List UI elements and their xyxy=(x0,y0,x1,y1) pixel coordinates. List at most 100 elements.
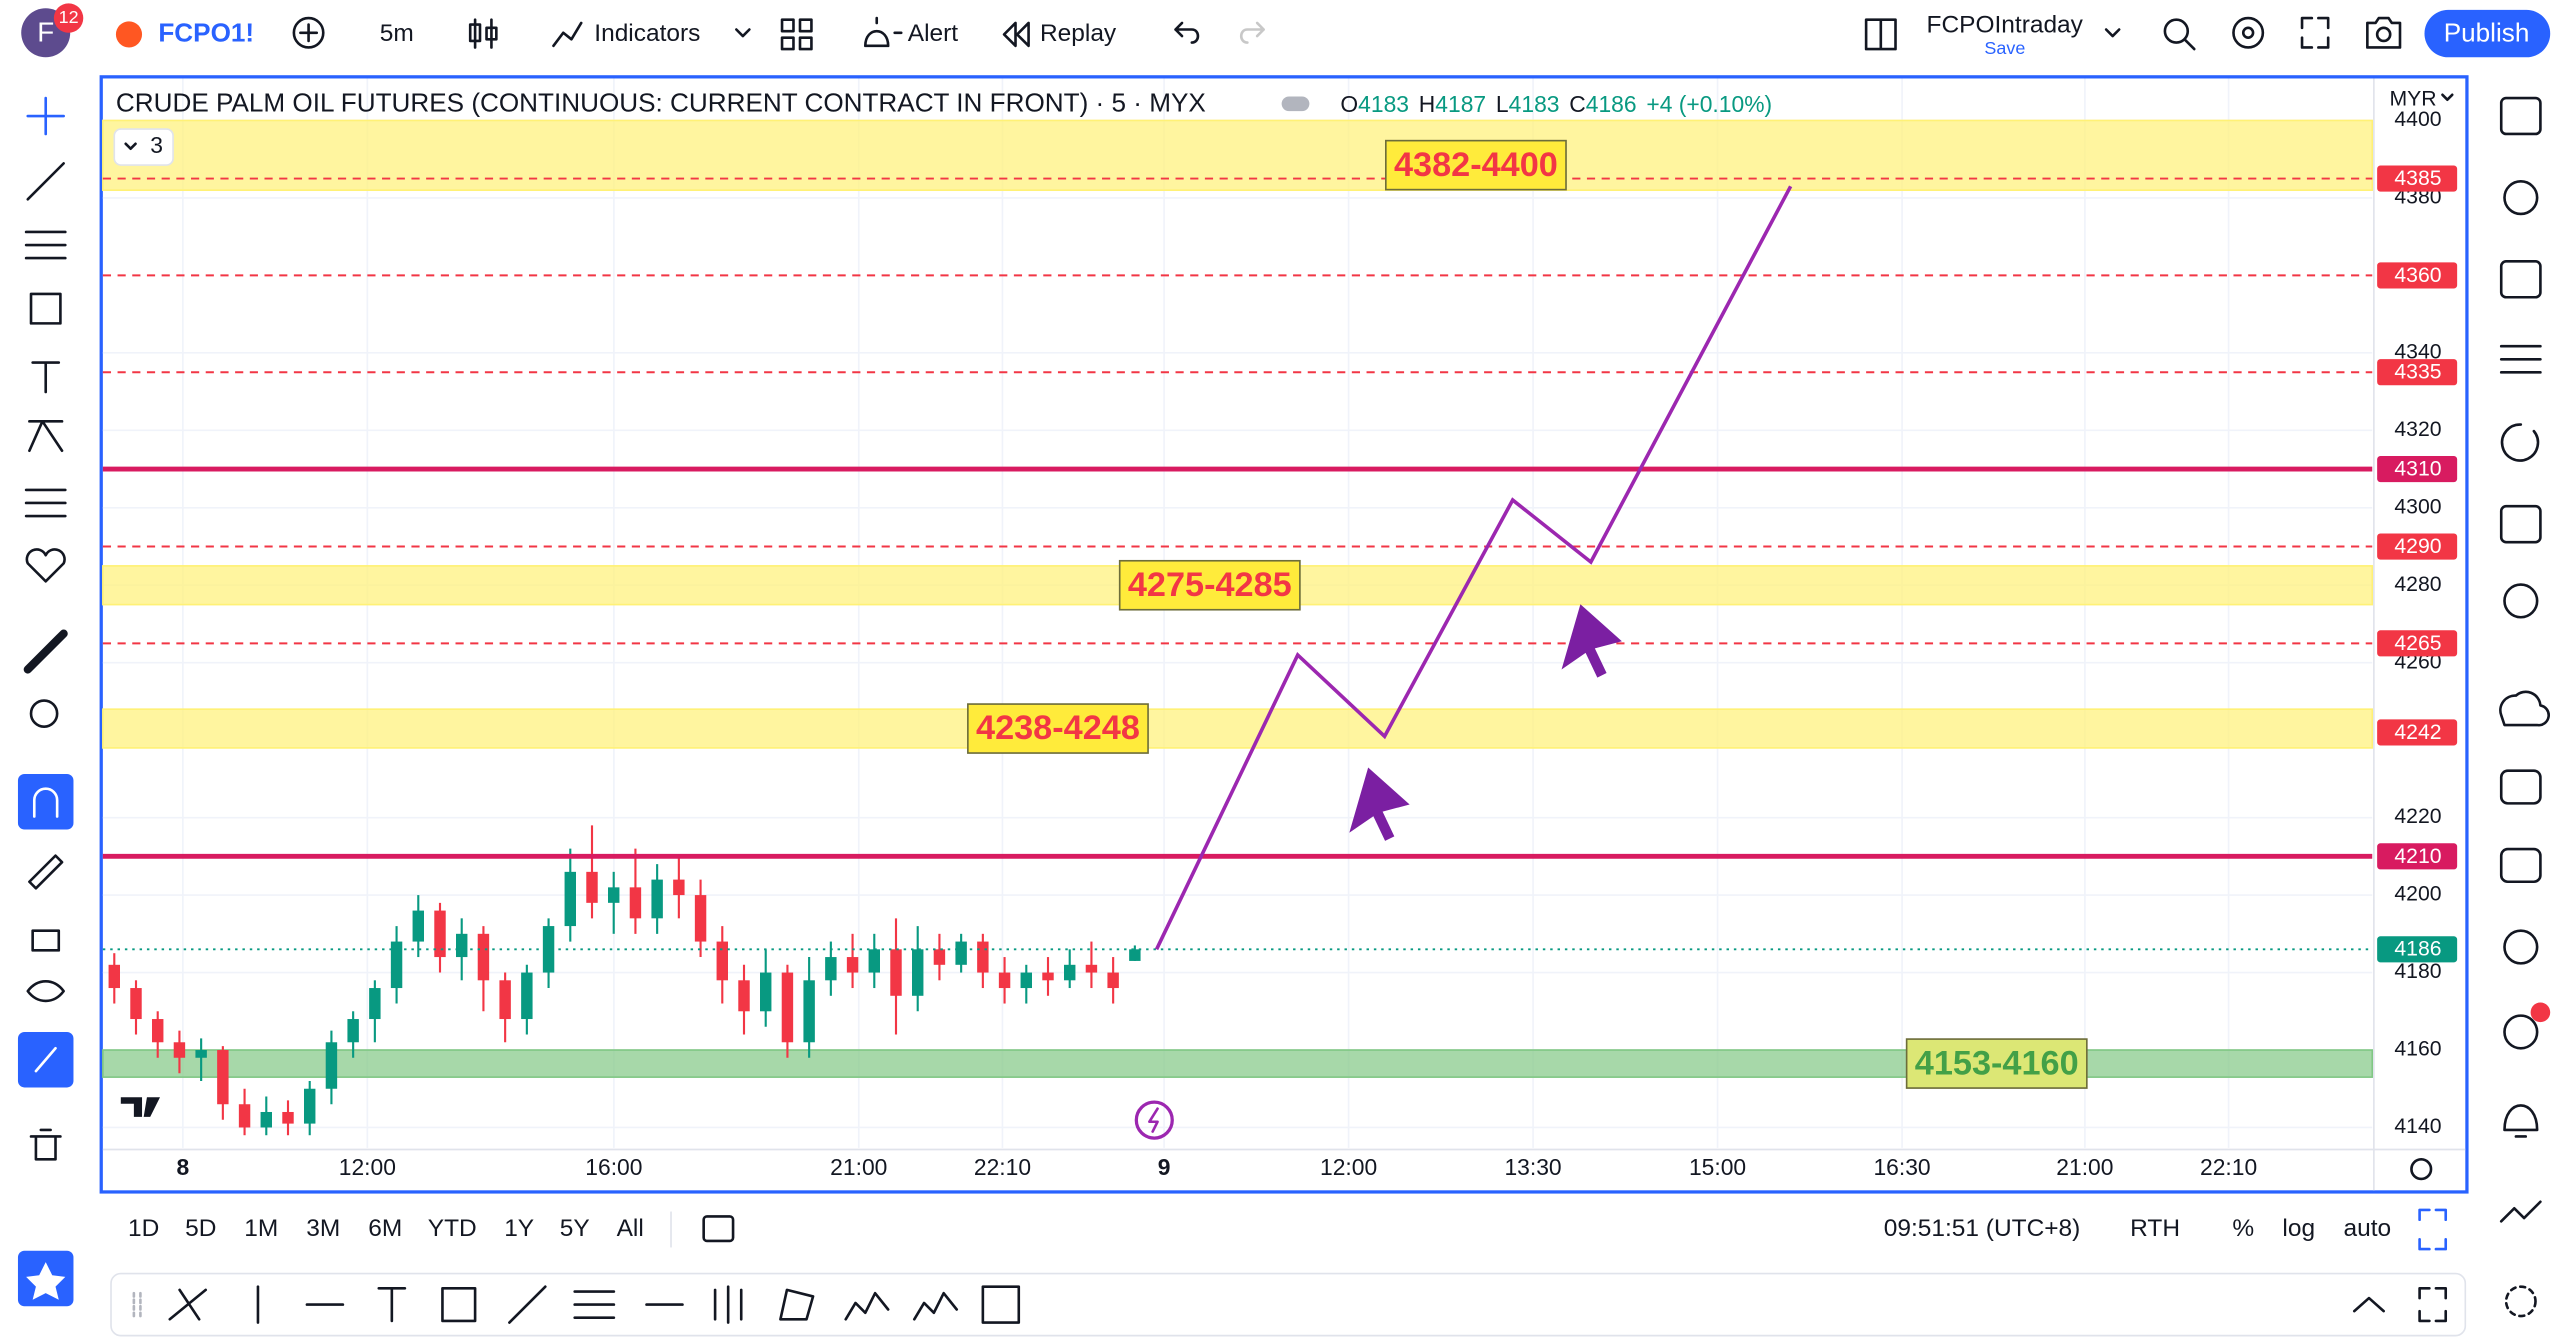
top-bar: F 12 FCPO1! 5m Indicators Alert Replay F… xyxy=(21,3,2551,58)
range-button[interactable]: 1Y xyxy=(504,1215,534,1242)
badge xyxy=(53,3,84,33)
tool-rect[interactable] xyxy=(441,1286,477,1323)
collapse-toolbar[interactable] xyxy=(2352,1296,2385,1313)
toolbar-fullscreen[interactable] xyxy=(2418,1286,2448,1323)
shapes[interactable] xyxy=(29,292,62,325)
layout-icon[interactable] xyxy=(1864,18,1897,51)
range-button[interactable]: 5D xyxy=(185,1215,216,1242)
trash[interactable] xyxy=(29,1128,62,1161)
text-tool[interactable] xyxy=(31,361,61,394)
zoom[interactable] xyxy=(29,699,59,728)
session[interactable]: RTH xyxy=(2130,1215,2180,1242)
news[interactable] xyxy=(2499,260,2542,299)
zone-label: 4382-4400 xyxy=(1394,146,1558,184)
legend-toggle[interactable] xyxy=(1281,96,1310,112)
tool-text[interactable] xyxy=(377,1286,407,1323)
symbol[interactable]: FCPO1! xyxy=(158,17,254,47)
tool-fib[interactable] xyxy=(573,1290,616,1319)
go-to-date[interactable] xyxy=(702,1215,735,1243)
fullscreen[interactable] xyxy=(2300,16,2330,49)
layout-name[interactable]: FCPOIntraday xyxy=(1927,12,2084,39)
stay-drawing[interactable] xyxy=(28,854,64,890)
watchlist[interactable] xyxy=(2499,96,2542,136)
publish-button[interactable] xyxy=(2424,9,2551,58)
lock[interactable] xyxy=(31,929,61,952)
candle-body xyxy=(369,988,381,1020)
trading-panel[interactable] xyxy=(2499,1200,2542,1223)
range-button[interactable]: 3M xyxy=(306,1215,340,1242)
range-button[interactable]: All xyxy=(617,1215,644,1242)
drag-handle[interactable] xyxy=(132,1291,142,1318)
object-tree[interactable] xyxy=(2499,344,2542,374)
percent-scale[interactable]: % xyxy=(2232,1215,2254,1242)
tool-cross[interactable] xyxy=(168,1288,208,1321)
tool-elliott[interactable] xyxy=(912,1291,959,1321)
snapshot[interactable] xyxy=(2366,16,2402,49)
dom[interactable] xyxy=(2504,1285,2537,1318)
save[interactable]: Save xyxy=(1984,38,2025,58)
search[interactable] xyxy=(2163,18,2190,44)
chevron[interactable] xyxy=(735,28,751,38)
alert[interactable]: Alert xyxy=(908,20,959,47)
chart-frame xyxy=(99,75,2469,1194)
chats[interactable] xyxy=(2499,769,2542,805)
calendar[interactable] xyxy=(2499,504,2542,544)
patterns[interactable] xyxy=(28,420,64,453)
range-button[interactable]: 1D xyxy=(128,1215,159,1242)
currency[interactable]: MYR xyxy=(2389,87,2436,110)
add-symbol[interactable] xyxy=(292,16,325,49)
alerts[interactable] xyxy=(2503,180,2539,216)
indicator-collapse[interactable] xyxy=(113,128,174,166)
templates[interactable] xyxy=(780,18,813,51)
indicators-icon xyxy=(552,21,583,48)
tool-polygon[interactable] xyxy=(779,1288,815,1321)
tech-ideas[interactable] xyxy=(2503,929,2539,965)
range-button[interactable]: 6M xyxy=(368,1215,402,1242)
range-button[interactable]: 1M xyxy=(244,1215,278,1242)
indicators[interactable]: Indicators xyxy=(594,20,700,47)
tool-abc[interactable] xyxy=(844,1291,890,1321)
hide[interactable] xyxy=(26,980,65,1003)
candle-body xyxy=(1129,949,1141,961)
y-tick-label: 4400 xyxy=(2394,108,2441,131)
level-label-bg xyxy=(2377,262,2458,289)
forecast[interactable] xyxy=(24,488,67,518)
chart-type[interactable] xyxy=(468,18,498,49)
interval[interactable]: 5m xyxy=(380,20,414,47)
maximize[interactable] xyxy=(2418,1208,2448,1251)
messages[interactable] xyxy=(2499,847,2542,884)
range-button[interactable]: 5Y xyxy=(560,1215,590,1242)
replay[interactable]: Replay xyxy=(1040,20,1117,47)
auto-scale[interactable]: auto xyxy=(2344,1215,2392,1242)
ideas[interactable] xyxy=(2503,583,2539,619)
level-label-bg xyxy=(2377,359,2458,386)
hotlists[interactable] xyxy=(2500,423,2540,462)
fib[interactable] xyxy=(24,230,67,260)
streams[interactable] xyxy=(2499,690,2550,727)
ruler[interactable] xyxy=(23,629,68,674)
candle-body xyxy=(130,988,142,1020)
trend-line[interactable] xyxy=(26,162,65,201)
magnet-active[interactable] xyxy=(17,773,74,830)
candle-body xyxy=(890,949,902,996)
chevron[interactable] xyxy=(2104,28,2121,38)
broadcasts[interactable] xyxy=(2503,1014,2539,1050)
notifications[interactable] xyxy=(2503,1104,2539,1138)
undo[interactable] xyxy=(1174,21,1200,44)
tool-line[interactable] xyxy=(508,1285,547,1324)
candle-body xyxy=(803,980,815,1043)
candle-body xyxy=(1107,972,1119,989)
events-icon[interactable] xyxy=(1134,1100,1174,1140)
log-scale[interactable]: log xyxy=(2282,1215,2315,1242)
level-label: 4360 xyxy=(2394,264,2441,287)
favorites[interactable] xyxy=(25,548,66,583)
tool-measure[interactable] xyxy=(981,1285,1021,1324)
zone-label-box xyxy=(1905,1038,2088,1089)
tool-channel[interactable] xyxy=(713,1285,743,1324)
zone xyxy=(102,708,2374,749)
range-button[interactable]: YTD xyxy=(428,1215,477,1242)
crosshair[interactable] xyxy=(26,96,65,136)
axis-settings[interactable] xyxy=(2410,1157,2433,1181)
settings[interactable] xyxy=(2232,16,2265,49)
candle-body xyxy=(998,972,1011,989)
